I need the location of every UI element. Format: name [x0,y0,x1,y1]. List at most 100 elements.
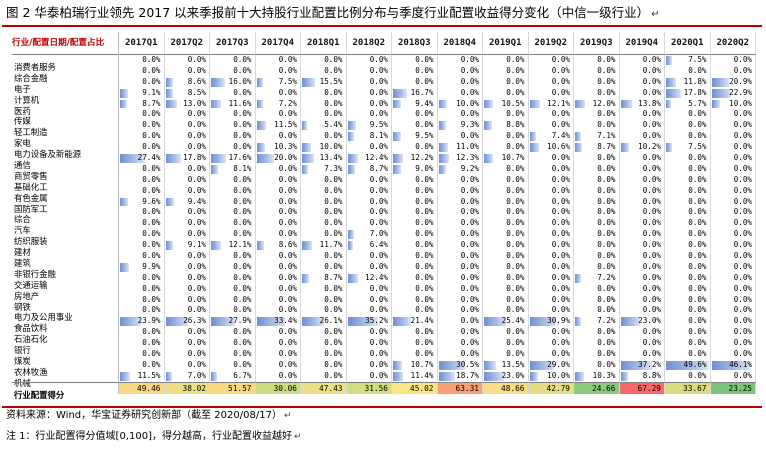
allocation-bar [165,241,174,251]
industry-name-cell: 消费者服务 [12,55,119,72]
score-color-fill [619,382,664,394]
allocation-value: 0.0% [551,218,570,228]
allocation-bar [120,262,129,272]
allocation-cell: 0.0% [256,163,301,175]
allocation-cell: 13.5% [483,359,529,371]
allocation-value: 0.0% [688,120,707,130]
allocation-value: 0.0% [142,283,161,293]
industry-name: 建材 [14,247,31,258]
allocation-value: 0.0% [369,327,388,337]
allocation-value: 0.0% [324,65,343,75]
table-row: 非银行金融 9.9% 0.0% 0.0% 0.0% 0.0% 0.0% 0.0% 0.0% 0.0… [12,261,756,279]
allocation-cell: 0.0% [119,76,165,88]
allocation-value: 0.0% [597,163,616,173]
allocation-cell: 0.0% [574,338,620,350]
allocation-bar [529,360,555,370]
allocation-cell: 0.0% [620,196,665,208]
allocation-value: 0.0% [460,185,479,195]
allocation-bar [575,273,582,283]
allocation-cell: 0.0% [438,294,483,306]
allocation-value: 12.4% [365,272,388,282]
allocation-value: 0.0% [642,207,661,217]
allocation-bar [347,164,355,174]
allocation-cell: 8.1% [210,163,256,175]
allocation-cell: 0.0% [711,153,756,164]
allocation-value: 0.0% [142,109,161,119]
allocation-value: 0.0% [551,349,570,359]
allocation-value: 0.0% [733,349,752,359]
allocation-value: 0.0% [187,131,206,141]
allocation-value: 0.0% [233,185,252,195]
industry-name-cell: 电子 [12,76,119,94]
allocation-cell: 11.4% [392,370,438,382]
allocation-value: 0.0% [187,229,206,239]
allocation-bar [211,164,218,174]
allocation-value: 0.0% [688,349,707,359]
allocation-value: 12.2% [410,153,434,163]
allocation-cell: 17.6% [210,153,256,164]
allocation-cell: 0.0% [620,65,665,77]
allocation-cell: 0.0% [711,120,756,132]
industry-name: 传媒 [14,116,31,127]
allocation-bar [211,154,227,163]
allocation-value: 0.0% [369,218,388,228]
score-cell: 63.31 [437,381,483,394]
allocation-value: 0.0% [187,305,206,315]
allocation-value: 0.0% [642,283,661,293]
allocation-value: 0.0% [142,240,161,250]
allocation-bar [666,143,673,153]
allocation-cell: 0.0% [438,65,483,77]
allocation-value: 0.0% [324,229,343,239]
allocation-value: 0.0% [733,207,752,217]
allocation-value: 0.0% [460,251,479,261]
allocation-bar [484,360,496,370]
allocation-cell: 0.0% [438,207,483,219]
allocation-bar [575,371,584,381]
table-row: 汽车 0.0% 0.0% 0.0% 0.0% 0.0% 0.0% 0.0% 0.0% 0.0% 0.… [12,218,756,235]
allocation-cell: 0.0% [210,185,256,197]
score-cell: 67.29 [619,381,665,394]
allocation-cell: 0.0% [347,251,392,262]
allocation-bar [529,143,539,153]
allocation-cell: 0.0% [119,120,165,132]
allocation-cell: 0.0% [438,196,483,208]
allocation-cell: 0.0% [256,196,301,208]
industry-name-cell: 商贸零售 [12,163,119,181]
allocation-value: 0.0% [506,76,525,86]
allocation-value: 0.0% [324,55,343,64]
allocation-value: 8.7% [142,98,161,108]
allocation-cell: 0.0% [438,229,483,241]
table-row: 电力设备及新能源 0.0% 0.0% 0.0% 10.3% 10.0% 0.0% 0.0% 11… [12,142,756,159]
allocation-value: 0.0% [733,153,752,163]
allocation-cell: 16.7% [392,87,438,99]
allocation-value: 0.0% [233,294,252,304]
allocation-bar [438,143,448,153]
allocation-cell: 0.0% [438,174,483,186]
allocation-value: 0.0% [233,327,252,337]
table-row: 家电 0.0% 0.0% 0.0% 0.0% 0.0% 8.1% 9.5% 0.0% 0.0% 7.… [12,131,756,148]
allocation-value: 0.0% [460,283,479,293]
allocation-value: 0.0% [551,338,570,348]
industry-name: 纺织服装 [14,236,48,247]
allocation-cell: 20.9% [711,76,756,88]
allocation-value: 0.0% [597,229,616,239]
allocation-value: 0.0% [551,109,570,119]
allocation-cell: 0.0% [665,316,711,328]
allocation-value: 8.7% [369,163,388,173]
industry-name-cell: 食品饮料 [12,316,119,333]
allocation-cell: 0.0% [438,109,483,121]
allocation-cell: 0.0% [574,359,620,371]
allocation-cell: 0.0% [301,218,347,230]
score-value: 24.66 [592,383,616,393]
allocation-cell: 0.0% [665,131,711,143]
allocation-cell: 0.0% [483,283,529,295]
table-row: 电力及公用事业 0.0% 0.0% 0.0% 0.0% 0.0% 0.0% 0.0% 0.0% 0… [12,305,756,322]
allocation-bar [211,99,221,109]
allocation-cell: 27.9% [210,316,256,328]
score-color-fill [574,382,619,394]
allocation-value: 0.0% [233,218,252,228]
allocation-value: 0.0% [551,185,570,195]
allocation-value: 0.0% [733,261,752,271]
allocation-bar [393,154,404,163]
allocation-cell: 0.0% [483,305,529,317]
